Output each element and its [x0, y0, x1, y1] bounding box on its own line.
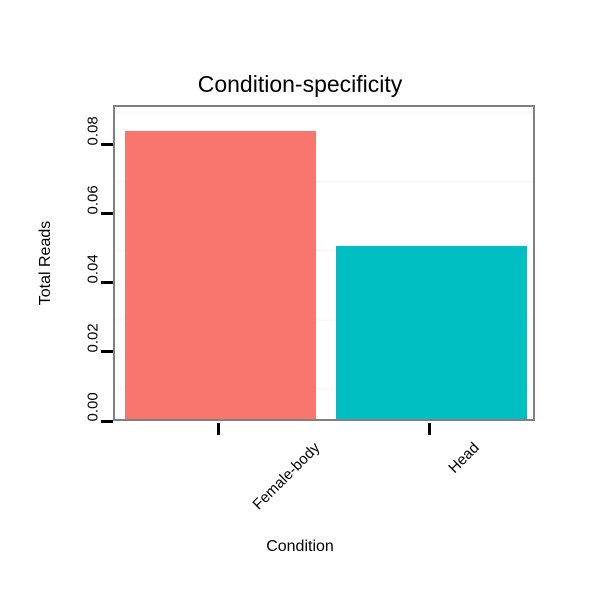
gridline-minor — [115, 111, 533, 115]
y-tick-mark — [101, 281, 113, 285]
gridline-minor — [115, 387, 533, 391]
bar-head[interactable] — [336, 245, 527, 419]
plot-area — [115, 107, 533, 419]
y-tick-mark — [101, 143, 113, 147]
chart-title: Condition-specificity — [197, 71, 403, 97]
x-tick-mark — [217, 423, 220, 435]
x-tick-label: Female-body — [249, 439, 324, 514]
y-tick-mark — [101, 419, 113, 423]
y-tick-mark — [101, 212, 113, 216]
gridline-minor — [115, 249, 533, 253]
y-axis-title: Total Reads — [37, 220, 54, 306]
bar-female-body[interactable] — [125, 130, 316, 419]
plot-panel — [113, 105, 535, 421]
x-axis-title: Condition — [266, 538, 334, 555]
gridline-minor — [115, 180, 533, 184]
x-tick-mark — [428, 423, 431, 435]
x-tick-label: Head — [445, 439, 483, 477]
y-tick-mark — [101, 350, 113, 354]
gridline-minor — [115, 318, 533, 322]
